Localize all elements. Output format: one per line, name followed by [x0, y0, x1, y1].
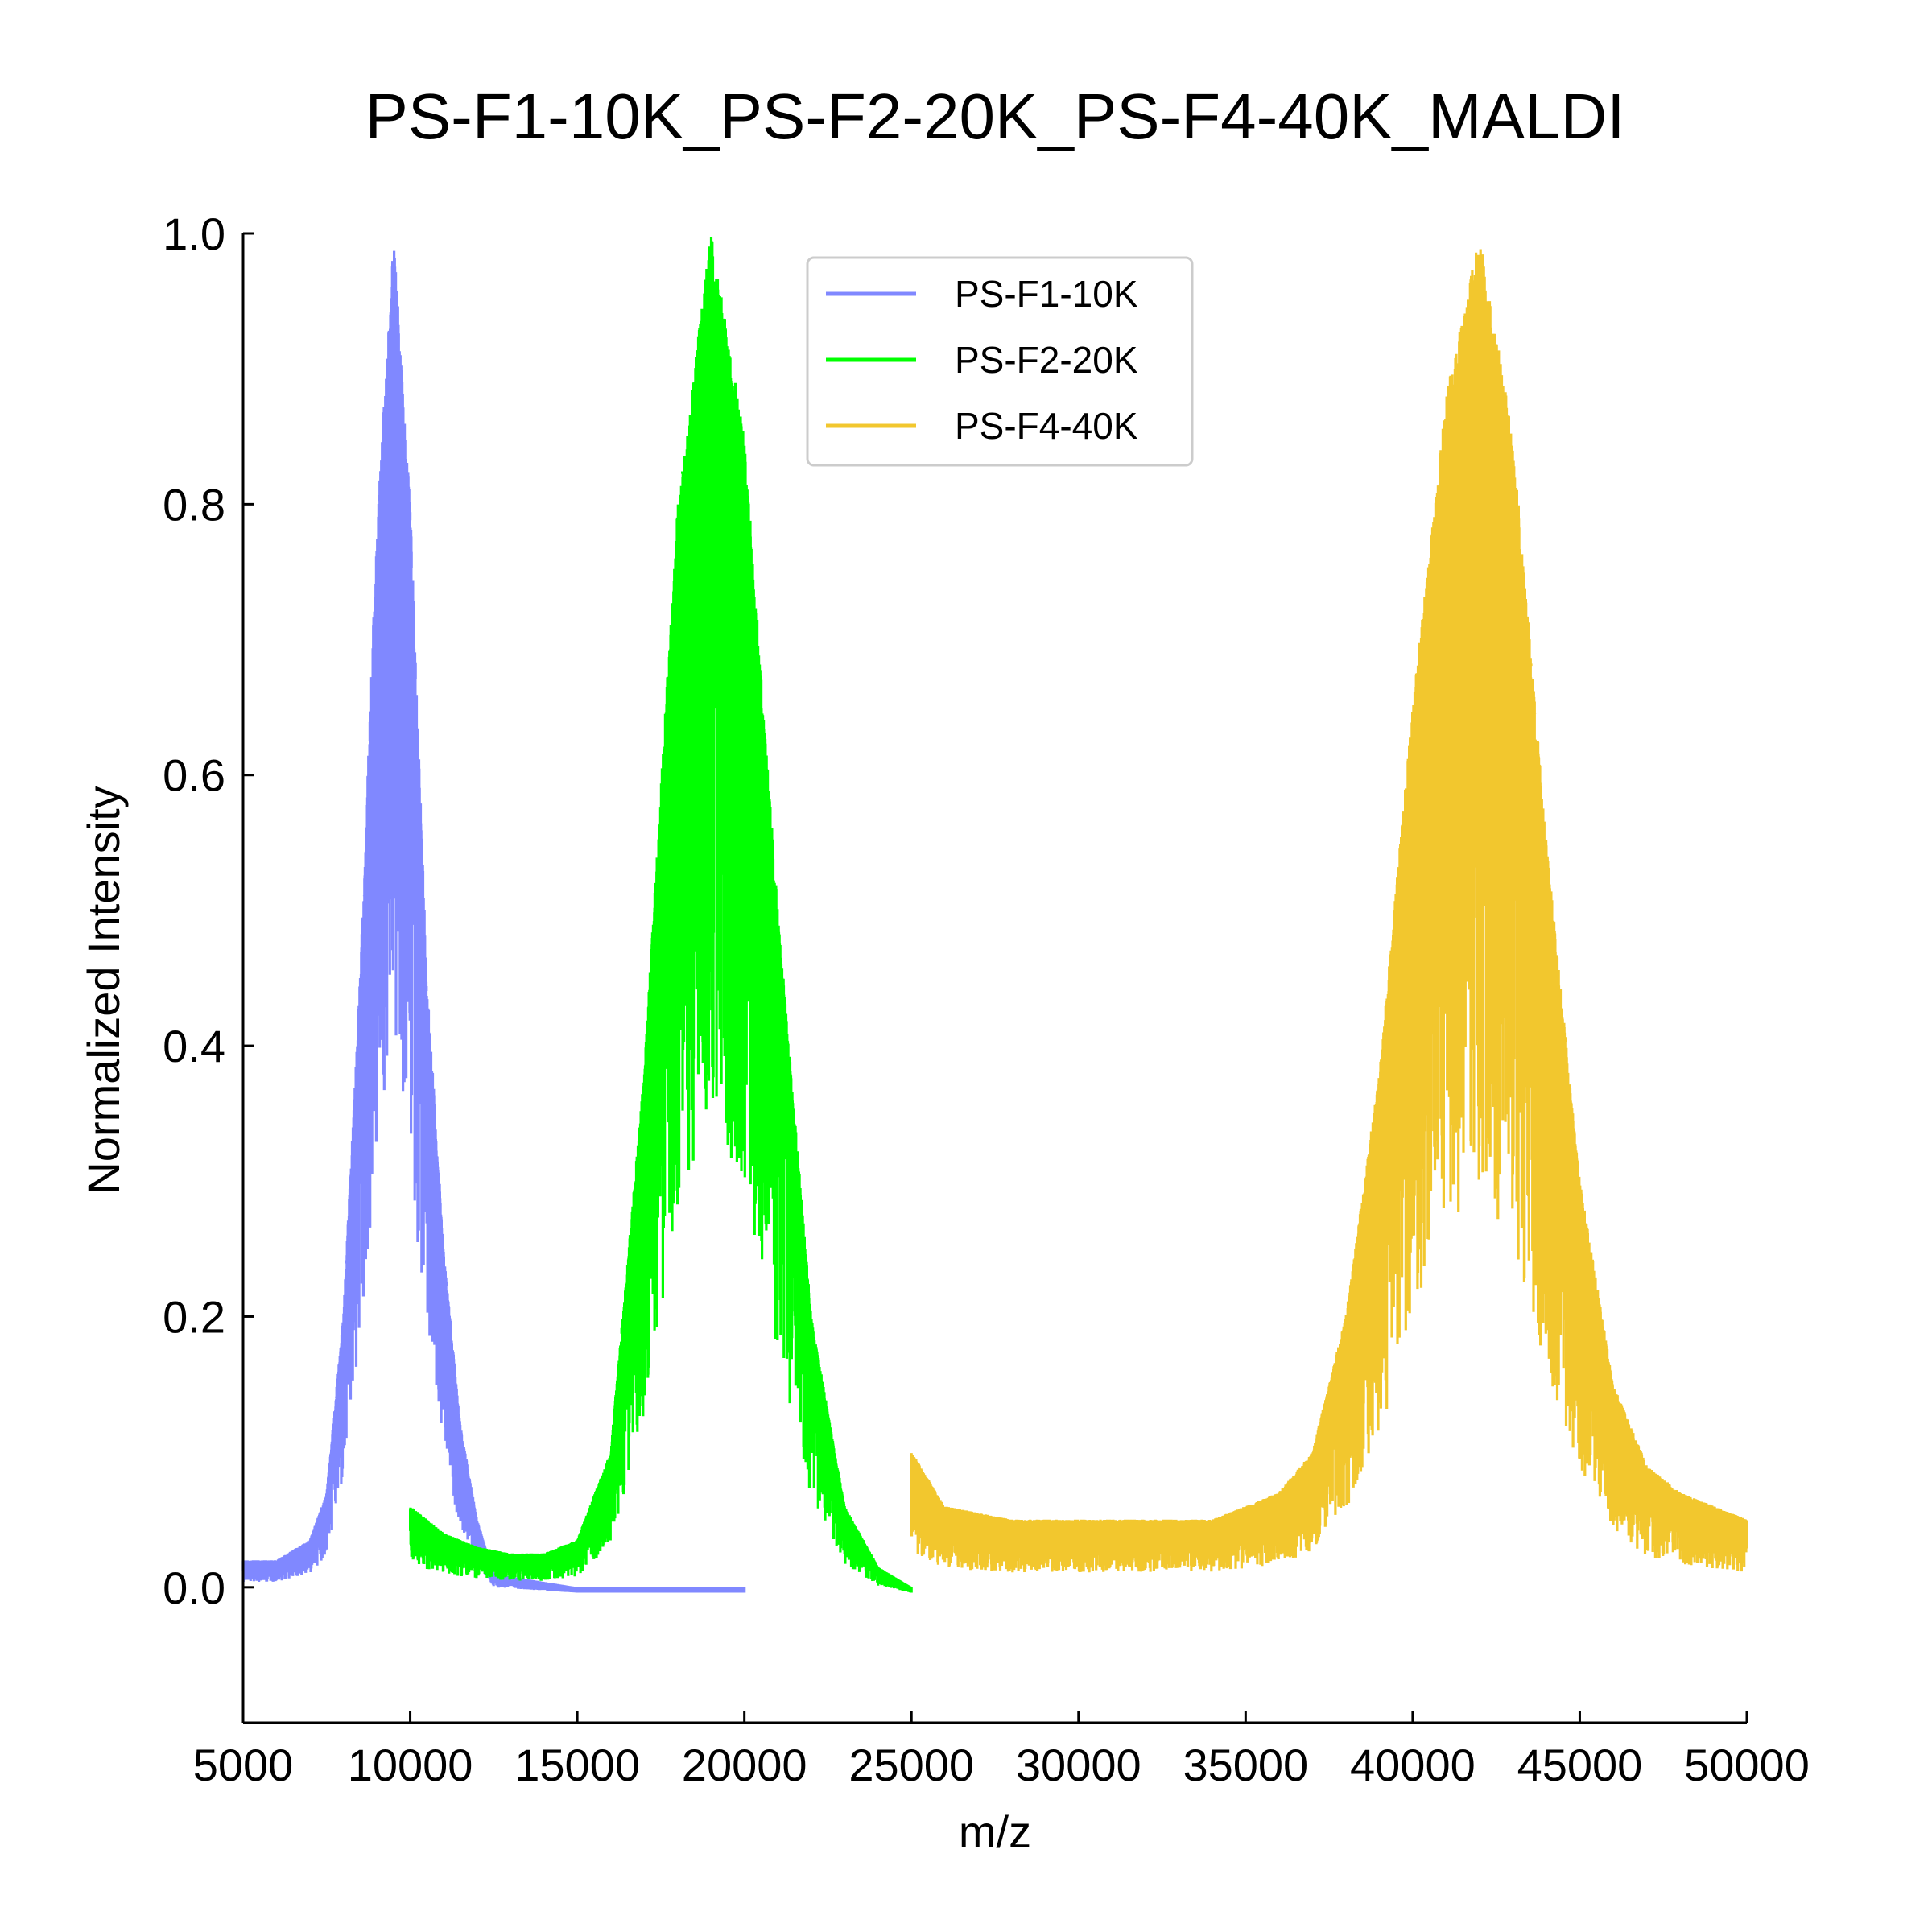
chart-title: PS-F1-10K_PS-F2-20K_PS-F4-40K_MALDI — [365, 80, 1624, 152]
x-tick-label: 40000 — [1350, 1740, 1476, 1790]
y-tick-label: 1.0 — [163, 208, 225, 259]
x-axis-label: m/z — [959, 1806, 1031, 1857]
x-tick-label: 50000 — [1684, 1740, 1810, 1790]
y-axis-label: Normalized Intensity — [78, 786, 129, 1194]
x-tick-label: 15000 — [514, 1740, 640, 1790]
y-tick-label: 0.6 — [163, 750, 225, 801]
y-tick-label: 0.0 — [163, 1563, 225, 1613]
x-tick-label: 45000 — [1517, 1740, 1643, 1790]
series-line-ps-f2-20k — [409, 237, 913, 1593]
axes: 5000 10000 15000 20000 25000 30000 35000 40000 4… — [163, 208, 1810, 1790]
legend-box — [806, 256, 1194, 467]
x-tick-label: 5000 — [193, 1740, 294, 1790]
legend-label: PS-F4-40K — [955, 405, 1138, 447]
y-tick-label: 0.4 — [163, 1021, 225, 1071]
y-tick-label: 0.2 — [163, 1291, 225, 1342]
y-tick-label: 0.8 — [163, 479, 225, 530]
x-tick-label: 20000 — [682, 1740, 807, 1790]
plot-area — [242, 237, 1748, 1593]
x-tick-label: 30000 — [1016, 1740, 1141, 1790]
legend: PS-F1-10K PS-F2-20K PS-F4-40K — [806, 256, 1194, 467]
legend-label: PS-F2-20K — [955, 339, 1138, 381]
x-tick-label: 10000 — [348, 1740, 473, 1790]
x-tick-label: 25000 — [848, 1740, 974, 1790]
series-line-ps-f4-40k — [910, 249, 1748, 1573]
x-tick-label: 35000 — [1183, 1740, 1308, 1790]
legend-label: PS-F1-10K — [955, 273, 1138, 315]
